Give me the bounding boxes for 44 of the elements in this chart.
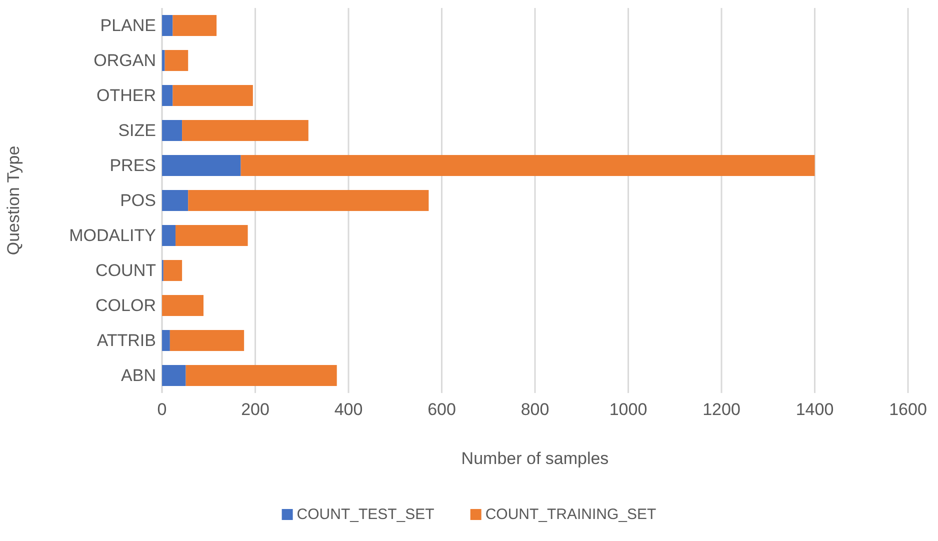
bar xyxy=(162,225,176,246)
y-tick-label: ORGAN xyxy=(94,50,156,70)
x-tick-label: 1600 xyxy=(889,400,927,420)
bar xyxy=(162,190,188,211)
y-tick-label: POS xyxy=(120,190,156,210)
bar xyxy=(186,365,337,386)
y-tick-label: MODALITY xyxy=(69,226,156,245)
x-tick-label: 200 xyxy=(241,400,270,420)
bar xyxy=(172,15,217,36)
bar xyxy=(182,120,308,141)
bar xyxy=(162,295,204,316)
y-tick-label: OTHER xyxy=(96,86,156,105)
bar xyxy=(162,155,241,176)
y-tick-label: PLANE xyxy=(100,16,156,35)
y-tick-label: COUNT xyxy=(96,260,156,280)
bar xyxy=(162,85,173,106)
bar xyxy=(162,330,170,351)
bar xyxy=(240,155,815,176)
x-tick-label: 600 xyxy=(428,400,456,420)
bar xyxy=(162,15,173,36)
bar xyxy=(164,50,188,71)
x-tick-label: 0 xyxy=(157,400,167,420)
y-axis-title: Question Type xyxy=(4,146,23,256)
y-tick-label: PRES xyxy=(110,156,156,175)
bar xyxy=(188,190,429,211)
bar xyxy=(172,85,253,106)
x-tick-label: 1200 xyxy=(702,400,740,420)
y-tick-label: ATTRIB xyxy=(96,330,156,350)
bar xyxy=(162,120,182,141)
legend-label: COUNT_TEST_SET xyxy=(296,506,434,523)
bar xyxy=(163,260,182,281)
y-tick-label: ABN xyxy=(121,366,156,385)
bar xyxy=(170,330,244,351)
x-axis-title: Number of samples xyxy=(461,449,609,468)
x-tick-label: 800 xyxy=(520,400,550,420)
y-tick-label: SIZE xyxy=(118,120,156,140)
bar xyxy=(162,50,165,71)
legend-label: COUNT_TRAINING_SET xyxy=(485,506,656,523)
y-tick-label: COLOR xyxy=(96,296,156,315)
x-tick-label: 1000 xyxy=(609,400,648,420)
bar xyxy=(176,225,248,246)
x-tick-label: 1400 xyxy=(796,400,834,420)
bar xyxy=(162,365,186,386)
x-tick-label: 400 xyxy=(334,400,363,420)
